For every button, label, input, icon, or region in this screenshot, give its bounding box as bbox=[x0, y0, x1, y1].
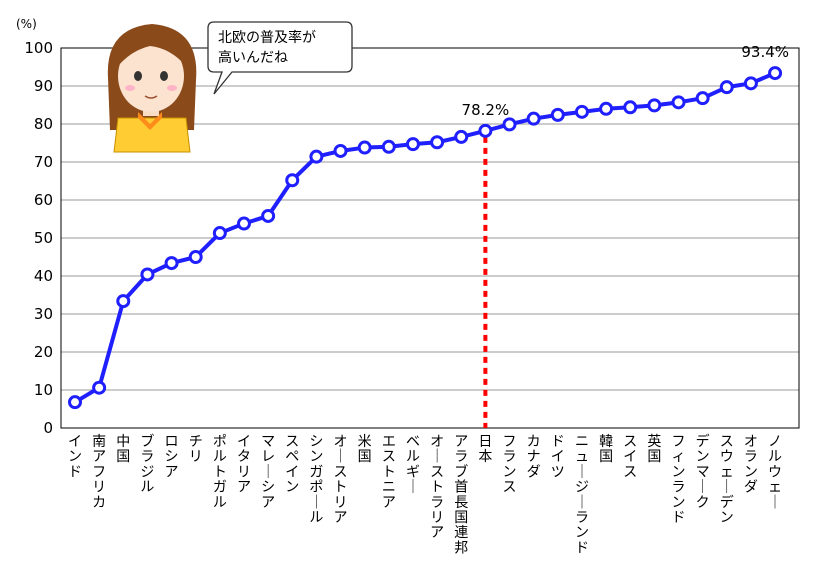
x-tick-label: ニュ｜ジ｜ランド bbox=[575, 434, 589, 556]
x-axis-labels: インド南アフリカ中国ブラジルロシアチリポルトガルイタリアマレ｜シアスペインシンガ… bbox=[68, 433, 782, 556]
data-point bbox=[405, 137, 420, 152]
data-point bbox=[478, 123, 493, 138]
x-tick-label: インド bbox=[68, 434, 82, 480]
y-tick-label: 100 bbox=[24, 39, 53, 57]
face bbox=[118, 40, 184, 112]
y-tick-label: 40 bbox=[34, 267, 53, 285]
shirt bbox=[113, 117, 191, 153]
data-point bbox=[236, 216, 251, 231]
speech-bubble-line-1: 北欧の普及率が bbox=[218, 29, 316, 46]
x-tick-label: エストニア bbox=[382, 434, 396, 511]
data-point bbox=[671, 95, 686, 110]
y-tick-label: 80 bbox=[34, 115, 53, 133]
data-point bbox=[768, 66, 783, 81]
y-axis-ticks: 0 10 20 30 40 50 60 70 80 90 100 bbox=[24, 39, 53, 437]
y-tick-label: 0 bbox=[43, 419, 53, 437]
left-eye bbox=[134, 71, 142, 81]
data-point bbox=[430, 135, 445, 150]
right-cheek bbox=[167, 85, 177, 91]
data-point bbox=[92, 380, 107, 395]
data-point bbox=[502, 117, 517, 132]
data-point bbox=[309, 149, 324, 164]
data-label: 93.4% bbox=[741, 43, 789, 61]
x-tick-label: オ｜ストラリア bbox=[430, 434, 444, 541]
data-annotations: 78.2% 93.4% bbox=[462, 43, 790, 119]
speech-bubble-line-2: 高いんだね bbox=[218, 49, 288, 66]
right-eye bbox=[160, 71, 168, 81]
x-tick-label: イタリア bbox=[237, 434, 251, 496]
data-point bbox=[743, 76, 758, 91]
x-tick-label: マレ｜シア bbox=[261, 434, 275, 511]
data-point bbox=[623, 100, 638, 115]
x-tick-label: チリ bbox=[189, 434, 203, 465]
x-tick-label: 韓国 bbox=[599, 434, 613, 465]
data-point bbox=[454, 129, 469, 144]
data-point bbox=[68, 395, 82, 410]
x-tick-label: カナダ bbox=[527, 434, 541, 480]
y-tick-label: 20 bbox=[34, 343, 53, 361]
x-tick-label: フランス bbox=[503, 434, 517, 496]
y-tick-label: 90 bbox=[34, 77, 53, 95]
x-tick-label: ロシア bbox=[165, 434, 179, 480]
x-tick-label: ポルトガル bbox=[213, 434, 227, 511]
data-point bbox=[719, 80, 734, 95]
hair-front bbox=[118, 30, 186, 66]
y-tick-label: 50 bbox=[34, 229, 53, 247]
x-tick-label: 南アフリカ bbox=[92, 434, 106, 511]
data-point bbox=[381, 139, 396, 154]
x-tick-label: ノルウェ｜ bbox=[768, 434, 782, 511]
data-point bbox=[140, 267, 155, 282]
data-point bbox=[526, 111, 541, 126]
x-tick-label: スイス bbox=[623, 434, 637, 480]
data-point bbox=[647, 98, 662, 113]
speech-bubble-shape bbox=[207, 21, 353, 95]
data-point bbox=[574, 104, 589, 119]
data-point bbox=[116, 294, 131, 309]
y-tick-label: 70 bbox=[34, 153, 53, 171]
x-tick-label: 中国 bbox=[116, 434, 130, 465]
data-point bbox=[164, 256, 179, 271]
grid-lines bbox=[61, 85, 799, 391]
x-tick-label: デンマ｜ク bbox=[696, 433, 710, 511]
data-point bbox=[212, 226, 227, 241]
x-tick-label: 米国 bbox=[358, 434, 372, 465]
x-tick-label: 英国 bbox=[647, 433, 661, 465]
x-tick-label: 日本 bbox=[478, 434, 492, 465]
left-cheek bbox=[125, 85, 135, 91]
y-unit-label: (%) bbox=[16, 17, 37, 31]
x-tick-label: ブラジル bbox=[140, 433, 154, 496]
data-point bbox=[188, 250, 203, 264]
x-tick-label: オ｜ストリア bbox=[334, 434, 348, 526]
x-tick-label: シンガポ｜ル bbox=[309, 434, 323, 526]
speech-bubble: 北欧の普及率が 高いんだね bbox=[207, 21, 353, 95]
x-tick-label: フィンランド bbox=[672, 434, 686, 526]
x-tick-label: ベルギ｜ bbox=[406, 434, 420, 496]
y-tick-label: 60 bbox=[34, 191, 53, 209]
girl-character-illustration bbox=[107, 24, 197, 153]
x-tick-label: スウェ｜デン bbox=[720, 434, 734, 526]
data-label: 78.2% bbox=[462, 101, 510, 119]
data-point bbox=[333, 143, 348, 158]
series-markers bbox=[68, 66, 783, 410]
x-tick-label: オランダ bbox=[744, 434, 758, 496]
collar bbox=[138, 112, 162, 130]
data-point bbox=[357, 140, 372, 155]
x-tick-label: スペイン bbox=[285, 434, 299, 496]
data-point bbox=[599, 101, 614, 116]
y-tick-label: 10 bbox=[34, 381, 53, 399]
data-point bbox=[695, 91, 710, 106]
mouth bbox=[144, 95, 158, 99]
x-tick-label: ドイツ bbox=[551, 434, 565, 480]
y-tick-label: 30 bbox=[34, 305, 53, 323]
x-tick-label: アラブ首長国連邦 bbox=[454, 434, 468, 556]
plot-frame bbox=[60, 47, 800, 429]
data-point bbox=[285, 173, 300, 188]
data-point bbox=[261, 208, 276, 223]
data-point bbox=[550, 107, 565, 122]
